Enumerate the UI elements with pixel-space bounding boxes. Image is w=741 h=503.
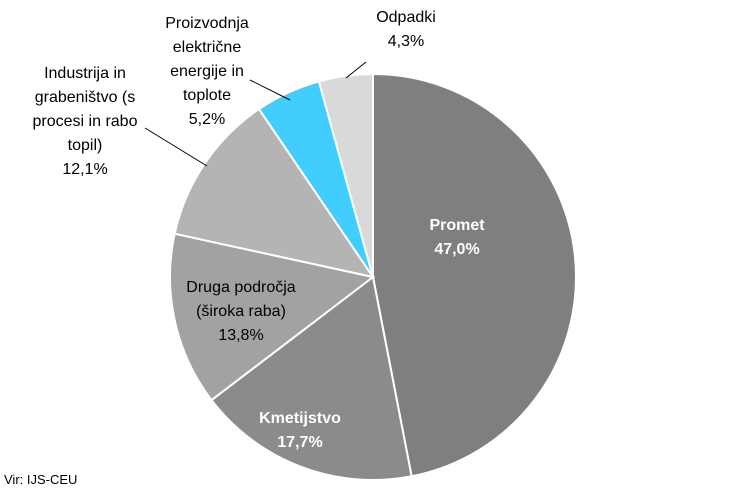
slice-label: Kmetijstvo 17,7% [240, 407, 360, 455]
slice-label: Proizvodnja električne energije in toplo… [155, 12, 259, 132]
slice-label: Promet 47,0% [397, 214, 517, 262]
category-label: Proizvodnja električne energije in toplo… [165, 15, 249, 104]
category-label: Druga področja (široka raba) [186, 279, 296, 320]
source-note: Vir: IJS-CEU [4, 472, 78, 487]
value-label: 5,2% [188, 111, 226, 128]
value-label: 4,3% [387, 33, 425, 50]
category-label: Promet [429, 217, 485, 234]
pie-slice [372, 72, 577, 478]
leader-line [345, 61, 367, 79]
value-label: 17,7% [277, 434, 323, 451]
value-label: 13,8% [218, 327, 264, 344]
value-label: 47,0% [434, 241, 480, 258]
pie-slice [317, 72, 374, 278]
slice-label: Odpadki 4,3% [361, 6, 451, 54]
category-label: Odpadki [376, 9, 436, 26]
slice-label: Druga področja (široka raba) 13,8% [174, 276, 309, 348]
category-label: Industrija in grabeništvo (s procesi in … [32, 65, 138, 154]
value-label: 12,1% [62, 161, 108, 178]
pie-slice [169, 232, 376, 402]
leader-line [144, 127, 208, 167]
pie-slice [173, 107, 376, 279]
leader-line [249, 79, 291, 101]
category-label: Kmetijstvo [259, 410, 341, 427]
pie-slice [210, 275, 413, 481]
slice-label: Industrija in grabeništvo (s procesi in … [26, 62, 144, 182]
